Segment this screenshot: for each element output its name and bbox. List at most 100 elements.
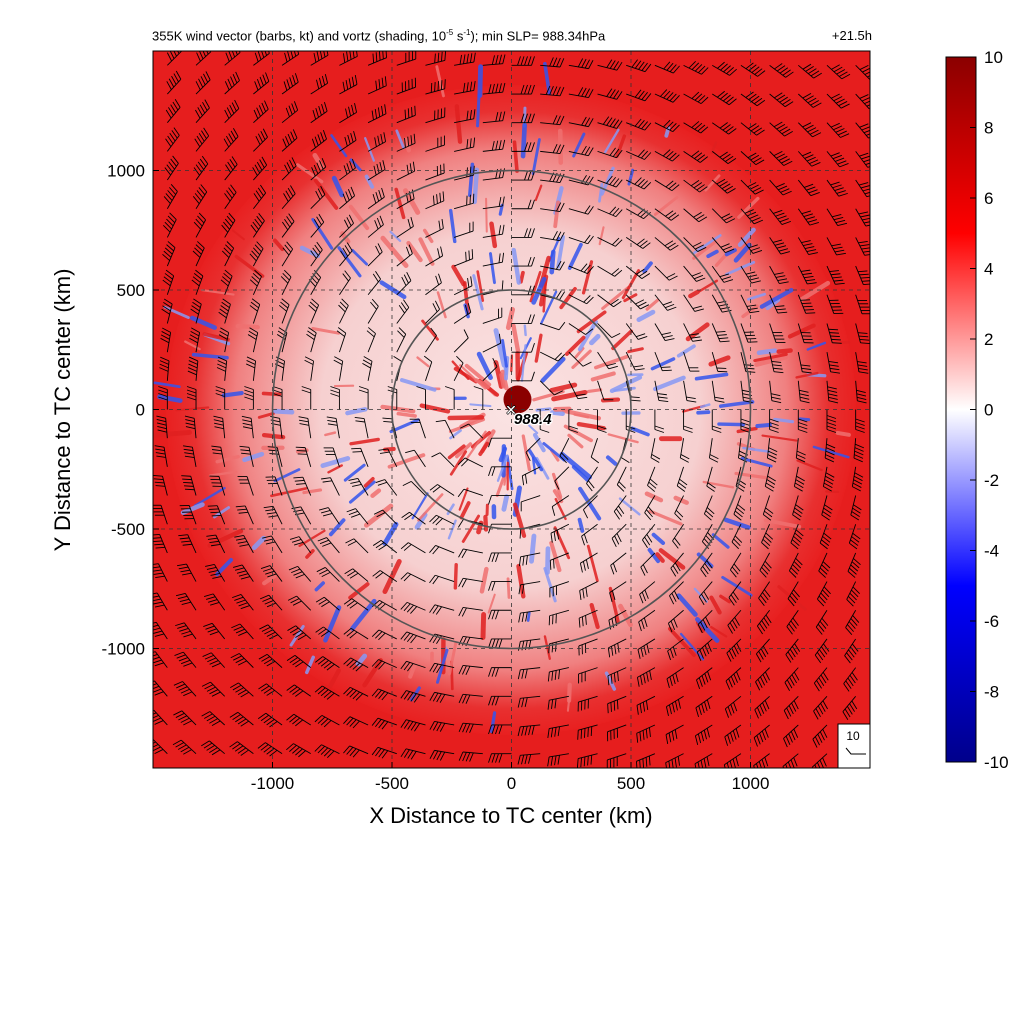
barb-feather bbox=[829, 329, 838, 330]
vorticity-filament bbox=[238, 326, 258, 327]
vorticity-filament bbox=[560, 131, 561, 163]
barb-feather bbox=[181, 476, 190, 477]
vorticity-filament bbox=[521, 273, 523, 282]
barb-feather bbox=[145, 740, 153, 744]
vorticity-filament bbox=[224, 393, 242, 395]
vorticity-filament bbox=[525, 326, 526, 335]
barb-feather bbox=[469, 251, 470, 260]
barb-feather bbox=[830, 336, 839, 337]
barb-feather bbox=[208, 506, 217, 507]
y-axis-label: Y Distance to TC center (km) bbox=[50, 269, 75, 552]
barb-feather bbox=[212, 515, 221, 516]
colorbar-tick-label: -10 bbox=[984, 753, 1009, 772]
vorticity-filament bbox=[532, 536, 534, 561]
center-slp-label: 988.4 bbox=[514, 411, 552, 428]
barb-feather bbox=[614, 701, 615, 710]
barb-feather bbox=[431, 83, 432, 92]
barb-feather bbox=[801, 300, 810, 301]
vorticity-filament bbox=[485, 517, 486, 530]
y-tick-label: -1000 bbox=[102, 640, 145, 659]
vorticity-filament bbox=[552, 412, 562, 413]
barb-feather bbox=[435, 82, 436, 91]
vorticity-filament bbox=[568, 697, 569, 710]
barb-feather bbox=[662, 370, 671, 371]
vorticity-filament bbox=[478, 95, 479, 126]
x-tick-label: 0 bbox=[507, 774, 516, 793]
vorticity-filament bbox=[589, 390, 601, 392]
barb-feather bbox=[550, 560, 551, 569]
vorticity-filament bbox=[501, 375, 503, 387]
barb-feather bbox=[832, 343, 841, 344]
colorbar-tick-label: -2 bbox=[984, 471, 999, 490]
barb-feather bbox=[441, 80, 442, 89]
vorticity-filament bbox=[455, 565, 456, 588]
barb-feather bbox=[870, 75, 878, 79]
vorticity-filament bbox=[528, 613, 529, 621]
colorbar-tick-label: 2 bbox=[984, 330, 993, 349]
barb-feather bbox=[804, 310, 813, 311]
barb-feather bbox=[466, 252, 467, 261]
colorbar-tick-label: 6 bbox=[984, 189, 993, 208]
y-tick-label: 500 bbox=[117, 281, 145, 300]
vorticity-filament bbox=[154, 432, 189, 435]
barb-feather bbox=[445, 79, 446, 88]
colorbar-tick-label: 4 bbox=[984, 260, 993, 279]
colorbar-tick-label: -8 bbox=[984, 683, 999, 702]
vorticity-filament bbox=[800, 419, 808, 420]
x-tick-label: 500 bbox=[617, 774, 645, 793]
vorticity-filament bbox=[504, 497, 507, 510]
vorticity-filament bbox=[841, 342, 849, 343]
colorbar-tick-label: -4 bbox=[984, 542, 999, 561]
barb-feather bbox=[588, 727, 589, 736]
x-axis-label: X Distance to TC center (km) bbox=[369, 803, 652, 828]
barb-feather bbox=[806, 313, 815, 314]
vorticity-filament bbox=[264, 393, 280, 394]
barb-feather bbox=[802, 303, 811, 304]
barb-feather bbox=[185, 489, 194, 490]
barb-feather bbox=[209, 509, 218, 510]
barb-feather bbox=[210, 512, 219, 513]
time-label: +21.5h bbox=[832, 28, 872, 43]
vorticity-filament bbox=[552, 252, 554, 272]
vorticity-filament bbox=[838, 433, 849, 435]
y-tick-label: 1000 bbox=[107, 162, 145, 181]
colorbar-tick-label: -6 bbox=[984, 612, 999, 631]
colorbar-tick-label: 8 bbox=[984, 119, 993, 138]
barb-feather bbox=[803, 306, 812, 307]
barb-feather bbox=[554, 559, 555, 568]
barb-reference-label: 10 bbox=[846, 729, 860, 743]
vorticity-filament bbox=[483, 615, 484, 638]
barb-feather bbox=[177, 43, 181, 51]
vorticity-filament bbox=[757, 425, 769, 426]
chart-title: 355K wind vector (barbs, kt) and vortz (… bbox=[152, 28, 605, 43]
barb-feather bbox=[608, 704, 609, 713]
x-tick-label: -500 bbox=[375, 774, 409, 793]
colorbar-tick-label: 0 bbox=[984, 401, 993, 420]
y-tick-label: -500 bbox=[111, 520, 145, 539]
vorticity-filament bbox=[398, 414, 415, 416]
barb-feather bbox=[829, 333, 838, 334]
vorticity-filament bbox=[547, 549, 548, 573]
barb-feather bbox=[831, 339, 840, 340]
colorbar-tick-label: 10 bbox=[984, 48, 1003, 67]
barb-feather bbox=[581, 729, 582, 738]
barb-feather bbox=[405, 110, 406, 119]
barb-feather bbox=[408, 108, 409, 117]
barb-feather bbox=[611, 702, 612, 711]
vorticity-filament bbox=[486, 199, 487, 232]
vorticity-filament bbox=[719, 424, 743, 425]
barb-feather bbox=[584, 728, 585, 737]
barb-feather bbox=[412, 107, 413, 116]
vorticity-filament bbox=[480, 67, 481, 96]
barb-feather bbox=[842, 768, 846, 776]
barb-feather bbox=[182, 479, 191, 480]
barb-feather bbox=[415, 106, 416, 115]
barb-feather bbox=[184, 486, 193, 487]
vorticity-filament bbox=[779, 351, 791, 352]
barb-feather bbox=[617, 700, 618, 709]
barb-feather bbox=[661, 367, 670, 368]
vorticity-filament bbox=[759, 351, 775, 353]
